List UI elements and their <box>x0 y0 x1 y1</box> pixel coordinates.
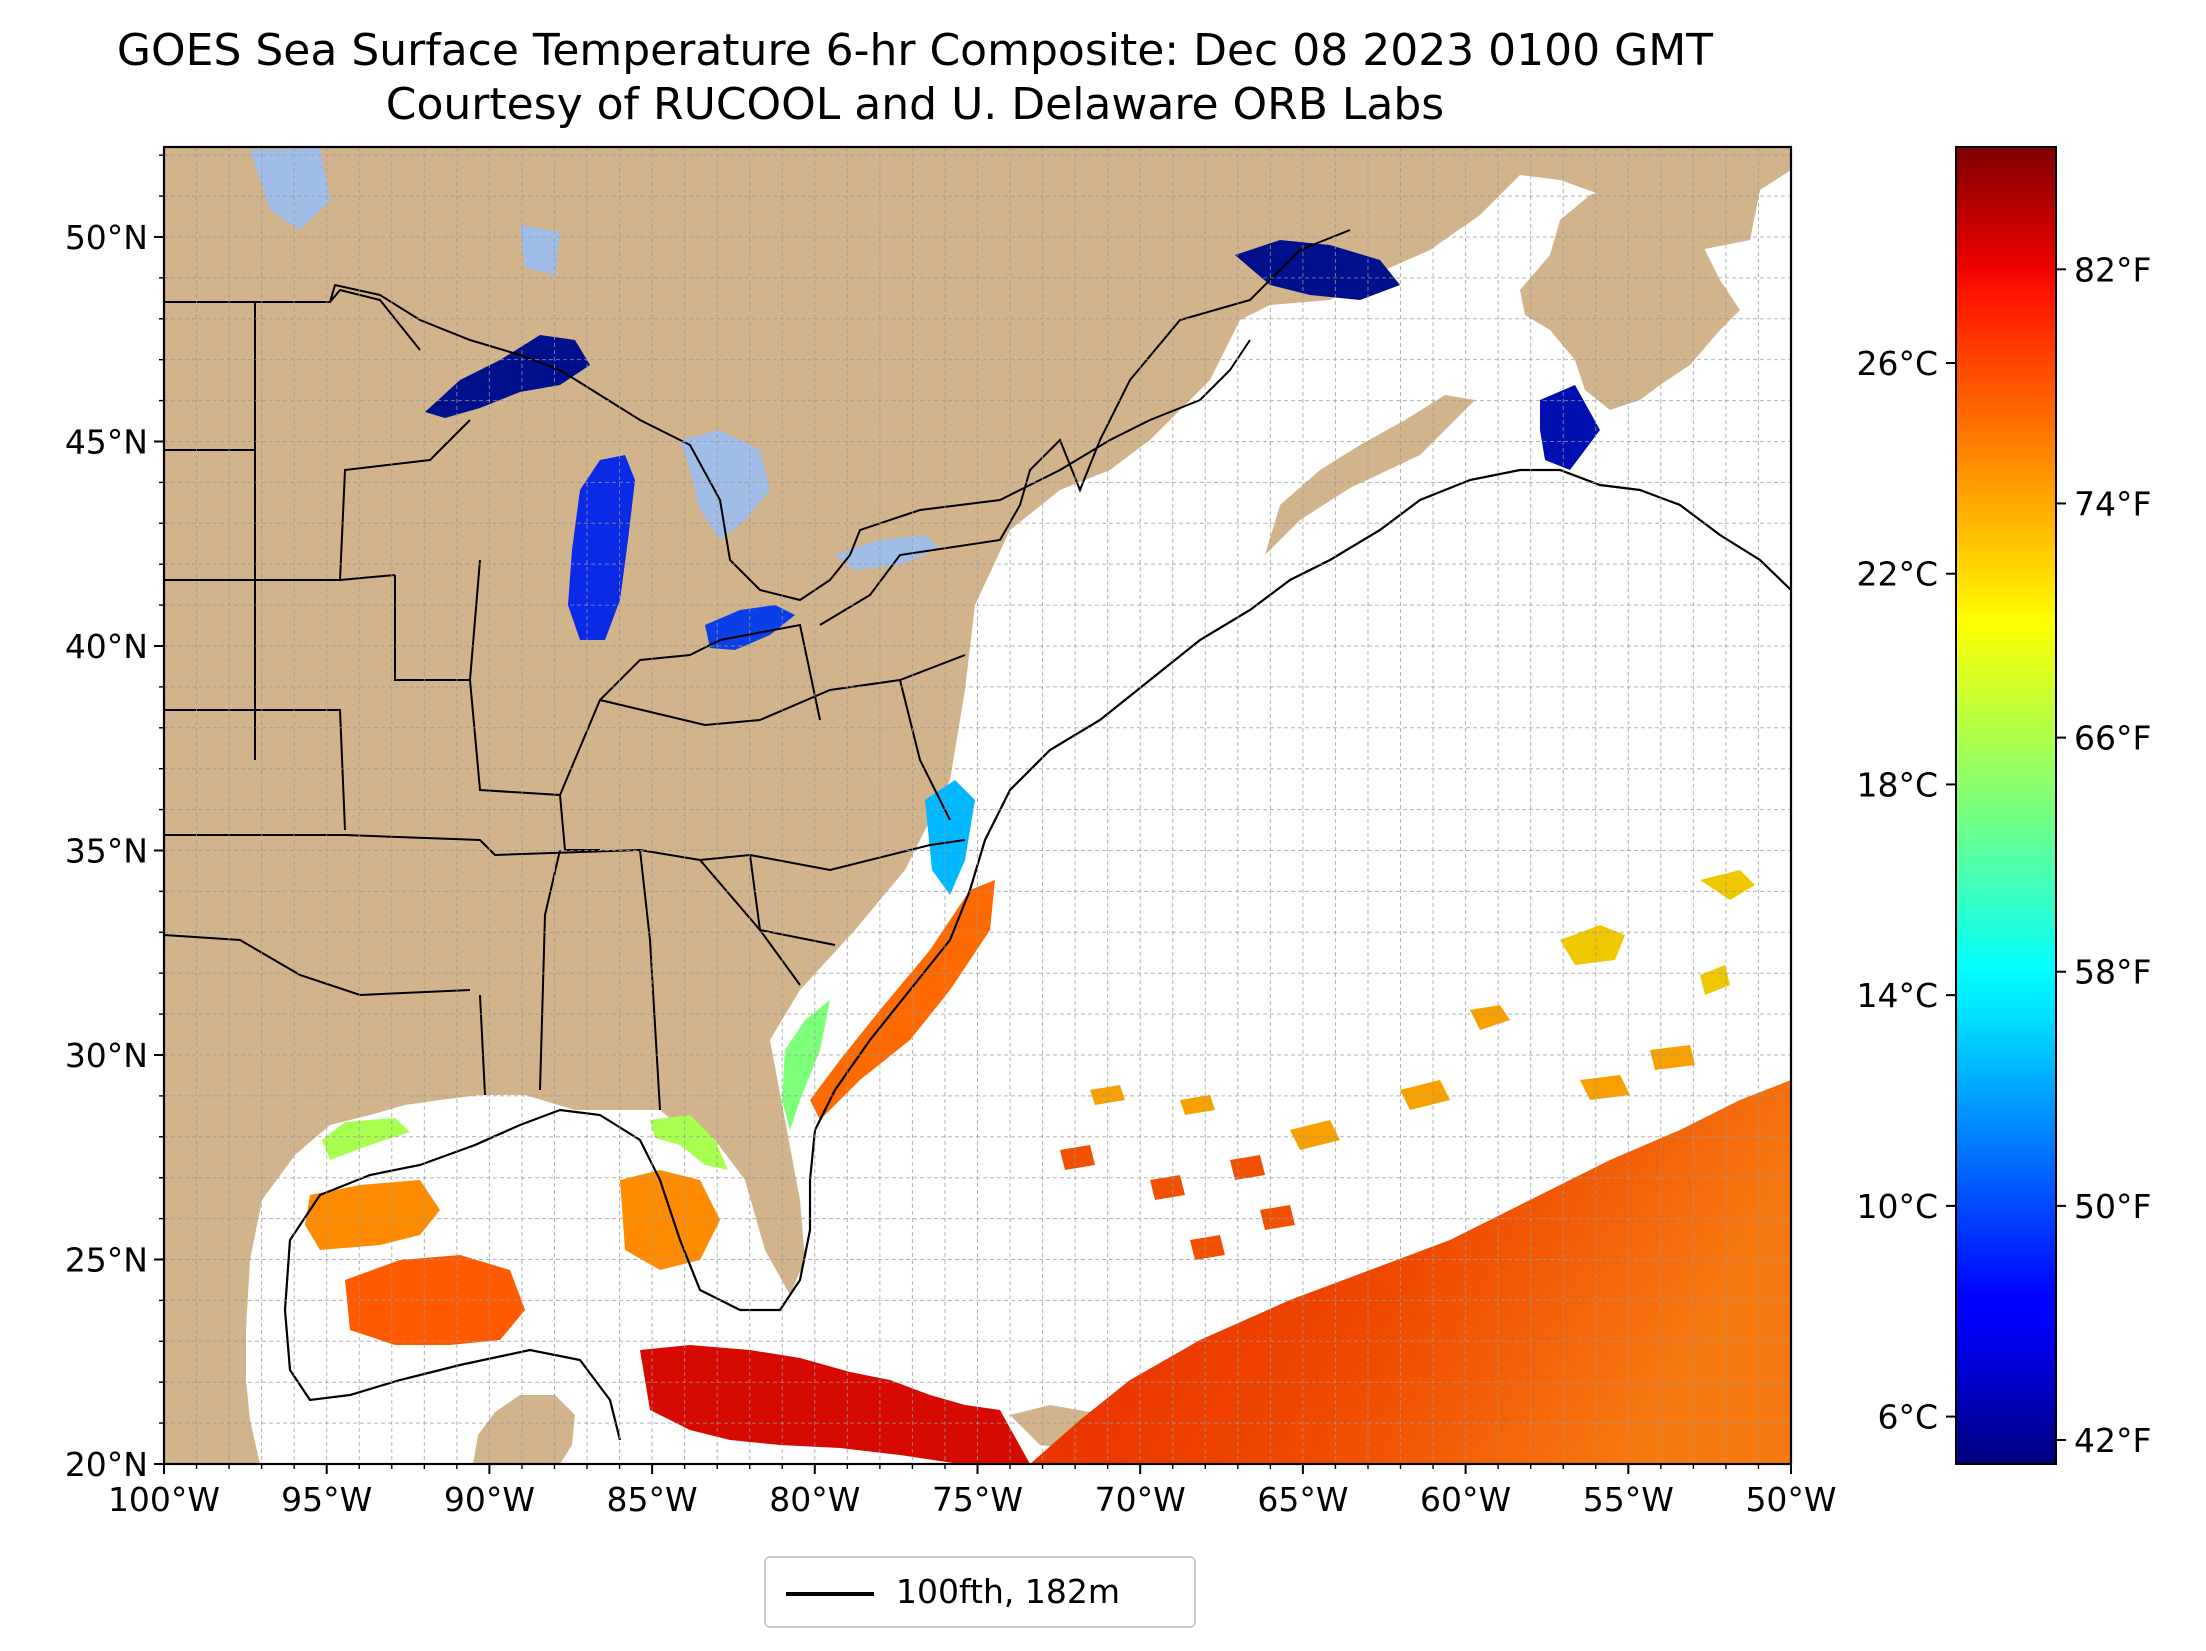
sst-gulf-coast-green <box>322 1115 728 1170</box>
lat-tick-label: 45°N <box>65 422 148 461</box>
lat-tick-label: 35°N <box>65 831 148 870</box>
colorbar <box>1955 146 2057 1465</box>
fahrenheit-tick-label: 74°F <box>2074 484 2151 523</box>
sst-atlantic-reddish-patches <box>1060 1145 1295 1260</box>
chart-subtitle: Courtesy of RUCOOL and U. Delaware ORB L… <box>385 79 1445 130</box>
celsius-tick-label: 18°C <box>1856 765 1938 804</box>
lake-michigan <box>568 455 635 640</box>
lon-tick-label: 75°W <box>932 1480 1023 1519</box>
graticule <box>164 147 1791 1464</box>
legend-label: 100fth, 182m <box>896 1572 1120 1611</box>
lon-tick-label: 70°W <box>1095 1480 1186 1519</box>
sst-caribbean-band <box>640 1345 1030 1464</box>
fahrenheit-tick-label: 82°F <box>2074 250 2151 289</box>
land-yucatan <box>473 1395 575 1464</box>
lakes-hudson-bay-area <box>250 148 560 275</box>
land-nova-scotia <box>1265 395 1475 555</box>
fahrenheit-tick-label: 42°F <box>2074 1421 2151 1460</box>
lat-tick-label: 50°N <box>65 218 148 257</box>
celsius-tick-label: 10°C <box>1856 1187 1938 1226</box>
colorbar-fahrenheit-ticks: 42°F 50°F 58°F 66°F 74°F 82°F <box>2056 250 2151 1460</box>
land-north-america <box>164 147 1791 1464</box>
sst-gulf-central <box>345 1255 525 1345</box>
lat-tick-label: 20°N <box>65 1445 148 1484</box>
lon-tick-label: 60°W <box>1420 1480 1511 1519</box>
lake-huron <box>680 430 770 540</box>
newfoundland-cold-coast <box>1540 385 1600 470</box>
land-newfoundland <box>1520 170 1740 410</box>
chart-title: GOES Sea Surface Temperature 6-hr Compos… <box>116 25 1714 76</box>
fahrenheit-tick-label: 50°F <box>2074 1187 2151 1226</box>
lon-tick-label: 80°W <box>769 1480 860 1519</box>
celsius-tick-label: 6°C <box>1877 1398 1938 1437</box>
longitude-axis: 100°W 95°W 90°W 85°W 80°W 75°W 70°W 65°W 60°W 55°… <box>108 1464 1837 1519</box>
lon-tick-label: 100°W <box>108 1480 220 1519</box>
map-area <box>164 147 1791 1464</box>
lat-tick-label: 25°N <box>65 1240 148 1279</box>
bathymetry-contour-100fth <box>283 468 1791 1441</box>
legend: 100fth, 182m <box>764 1556 1196 1628</box>
lake-superior <box>425 335 590 418</box>
lon-tick-label: 55°W <box>1583 1480 1674 1519</box>
lat-tick-label: 40°N <box>65 627 148 666</box>
celsius-tick-label: 22°C <box>1856 555 1938 594</box>
political-boundaries <box>164 229 1351 1111</box>
fahrenheit-tick-label: 66°F <box>2074 719 2151 758</box>
lake-ontario <box>835 535 940 570</box>
lon-tick-label: 85°W <box>607 1480 698 1519</box>
fahrenheit-tick-label: 58°F <box>2074 953 2151 992</box>
sst-georgia-coast-green <box>782 1000 830 1130</box>
lon-tick-label: 95°W <box>281 1480 372 1519</box>
us-canada-border <box>164 283 1251 602</box>
legend-line-swatch <box>786 1592 874 1596</box>
colorbar-celsius-ticks: 6°C 10°C 14°C 18°C 22°C 26°C <box>1856 344 1956 1437</box>
lon-tick-label: 90°W <box>444 1480 535 1519</box>
sst-chesapeake-cold <box>925 780 975 895</box>
lat-tick-label: 30°N <box>65 1036 148 1075</box>
sst-atlantic-warm-pool <box>1030 1080 1791 1464</box>
latitude-axis: 20°N 25°N 30°N 35°N 40°N 45°N 50°N <box>65 154 164 1484</box>
celsius-tick-label: 14°C <box>1856 976 1938 1015</box>
lon-tick-label: 65°W <box>1257 1480 1348 1519</box>
gulf-st-lawrence-cold <box>1235 240 1400 300</box>
sst-gulf-patches <box>305 1170 720 1270</box>
lon-tick-label: 50°W <box>1745 1480 1836 1519</box>
celsius-tick-label: 26°C <box>1856 344 1938 383</box>
